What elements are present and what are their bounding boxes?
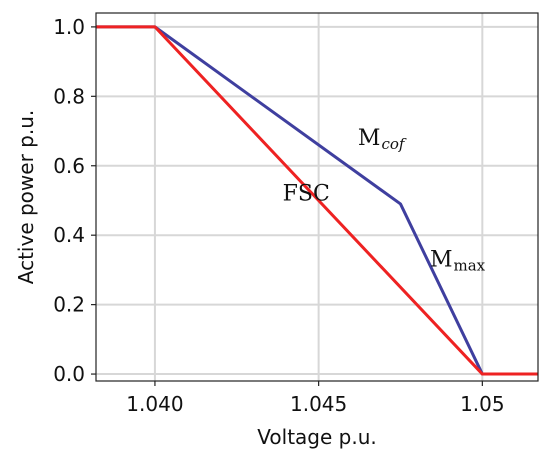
- x-tick-label-0: 1.040: [126, 392, 183, 416]
- annotation-2: Mmax: [430, 247, 486, 274]
- y-tick-label-0: 0.0: [53, 362, 85, 386]
- y-tick-label-1: 0.2: [53, 293, 85, 317]
- grid: [96, 13, 538, 381]
- annotation-main-2: M: [430, 247, 453, 272]
- x-tick-label-1: 1.045: [290, 392, 347, 416]
- annotation-main-1: FSC: [283, 181, 330, 206]
- y-tick-label-5: 1.0: [53, 15, 85, 39]
- y-axis-label: Active power p.u.: [14, 110, 38, 284]
- annotation-sub-2: max: [453, 256, 485, 274]
- x-tick-label-2: 1.05: [460, 392, 505, 416]
- series-layer: [96, 25, 538, 376]
- plot-frame: [95, 12, 539, 382]
- annotation-0: Mcof: [358, 126, 407, 153]
- plot-area-border: [95, 12, 539, 382]
- x-ticks: 1.040 1.045 1.05: [126, 381, 505, 416]
- annotation-sub-0: cof: [381, 135, 406, 153]
- y-ticks: 0.0 0.2 0.4 0.6 0.8 1.0: [53, 15, 96, 386]
- annotations: Mcof FSC Mmax: [283, 126, 486, 275]
- annotation-1: FSC: [283, 181, 330, 206]
- annotation-main-0: M: [358, 126, 381, 151]
- y-tick-label-3: 0.6: [53, 154, 85, 178]
- series-line-1: [96, 25, 538, 376]
- x-axis-label: Voltage p.u.: [257, 425, 376, 449]
- y-tick-label-4: 0.8: [53, 84, 85, 108]
- y-tick-label-2: 0.4: [53, 223, 85, 247]
